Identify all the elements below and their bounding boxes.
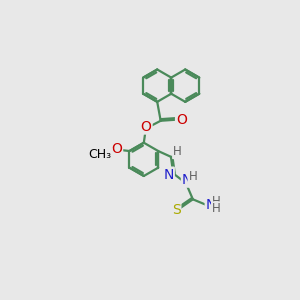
Text: H: H [173,145,182,158]
Text: N: N [206,198,216,212]
Text: H: H [212,202,221,215]
Text: O: O [176,112,187,127]
Text: S: S [172,203,180,217]
Text: N: N [164,168,174,182]
Text: O: O [141,120,152,134]
Text: H: H [188,170,197,183]
Text: O: O [111,142,122,156]
Text: CH₃: CH₃ [88,148,111,161]
Text: N: N [182,173,192,187]
Text: H: H [212,195,221,208]
